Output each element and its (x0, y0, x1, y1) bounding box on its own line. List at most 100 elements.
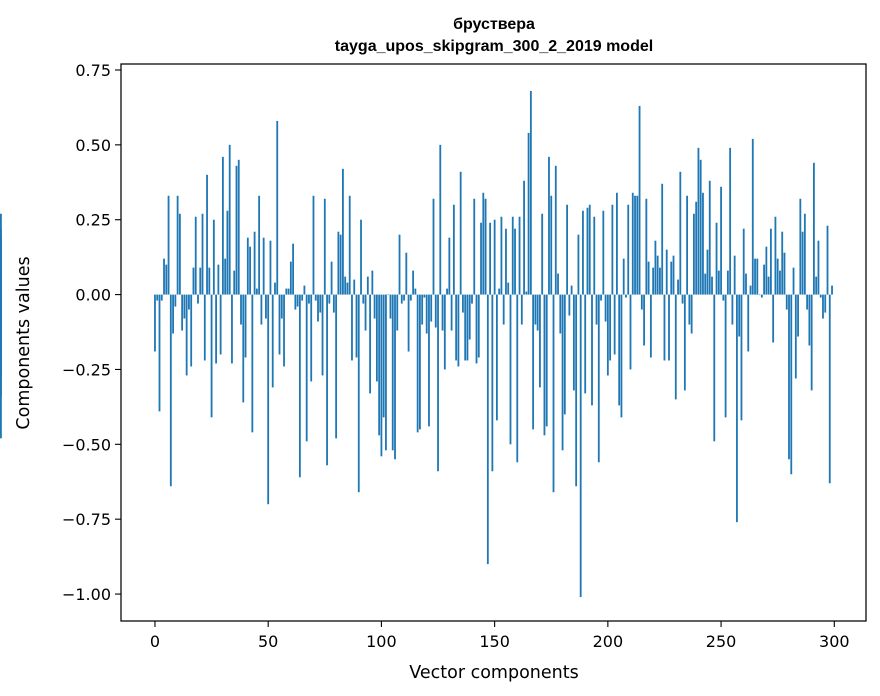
bar-component-196 (597, 294, 600, 463)
bar-component-271 (767, 276, 770, 295)
bar-component-26 (212, 219, 215, 295)
bar-component-77 (328, 294, 331, 304)
bar-component-126 (439, 144, 442, 295)
bar-component-287 (803, 213, 806, 295)
bar-component-107 (396, 294, 399, 331)
bar-component-198 (602, 210, 605, 295)
bar-component-283 (794, 294, 797, 379)
x-tick-label: 300 (819, 632, 850, 651)
bar-component-32 (226, 210, 229, 295)
bar-component-229 (672, 255, 675, 295)
bar-component-81 (337, 231, 340, 295)
bars-group (0, 90, 833, 598)
y-axis-label: Components values (14, 256, 34, 429)
bar-component-36 (235, 165, 238, 295)
bar-component-70 (312, 195, 315, 295)
bar-component-114 (412, 270, 415, 295)
bar-component-199 (604, 294, 607, 322)
bar-component-213 (636, 195, 639, 295)
bar-component-290 (810, 294, 813, 391)
bar-component-184 (570, 285, 573, 295)
bar-component-264 (751, 138, 754, 295)
bar-component-197 (600, 294, 602, 301)
bar-component-276 (779, 270, 781, 295)
bar-component-123 (432, 198, 435, 295)
bar-component-204 (616, 192, 618, 295)
bar-component-116 (416, 294, 419, 433)
bar-component-121 (428, 294, 430, 427)
bar-component-172 (543, 294, 546, 436)
bar-component-153 (500, 216, 503, 295)
bar-component-undefined (0, 294, 2, 439)
bar-component-190 (584, 294, 587, 394)
x-tick-label: 100 (366, 632, 397, 651)
bar-component-174 (548, 156, 550, 295)
y-tick-label: −0.25 (62, 360, 111, 379)
bar-component-149 (491, 294, 494, 472)
bar-component-294 (819, 294, 822, 298)
bar-component-115 (414, 288, 417, 295)
bar-component-22 (203, 294, 206, 361)
bar-component-134 (457, 294, 460, 367)
bar-component-238 (693, 213, 695, 295)
bar-component-285 (799, 198, 802, 295)
x-tick-label: 200 (593, 632, 624, 651)
bar-component-92 (362, 294, 365, 304)
bar-component-144 (480, 222, 482, 295)
bar-component-125 (437, 294, 439, 472)
bar-component-161 (518, 216, 521, 295)
bar-component-112 (407, 294, 410, 352)
bar-component-80 (335, 294, 338, 439)
bar-component-241 (699, 159, 702, 295)
bar-component-293 (817, 240, 820, 295)
bar-component-98 (375, 294, 378, 382)
bar-component-34 (231, 294, 233, 364)
bar-component-119 (423, 294, 426, 298)
bar-component-41 (246, 237, 249, 295)
bar-component-69 (310, 294, 313, 382)
bar-component-118 (421, 294, 424, 325)
bar-component-135 (459, 171, 462, 295)
bar-component-106 (394, 294, 396, 460)
bar-component-180 (561, 294, 564, 451)
bar-component-220 (652, 267, 655, 295)
bar-component-277 (781, 231, 784, 295)
bar-component-133 (455, 294, 458, 361)
bar-component-129 (446, 288, 448, 295)
bar-component-35 (233, 270, 236, 295)
bar-component-256 (733, 255, 736, 295)
bar-component-260 (742, 228, 745, 295)
bar-component-263 (749, 285, 752, 295)
x-tick-label: 150 (479, 632, 510, 651)
bar-component-138 (466, 294, 469, 361)
bar-component-230 (674, 294, 677, 400)
bar-component-259 (740, 294, 743, 421)
bar-component-275 (776, 258, 779, 295)
bar-component-89 (355, 294, 358, 358)
bar-component-176 (552, 294, 555, 493)
bar-component-188 (579, 294, 582, 598)
bar-component-226 (665, 249, 668, 295)
bar-component-272 (769, 228, 772, 295)
bar-component-19 (197, 294, 199, 304)
bar-component-217 (645, 198, 648, 295)
bar-component-97 (373, 294, 376, 319)
bar-component-13 (183, 294, 186, 319)
bar-component-299 (831, 285, 833, 295)
bar-component-211 (631, 192, 634, 295)
bar-component-280 (788, 294, 790, 460)
bar-component-undefined (0, 213, 2, 295)
bar-component-194 (593, 216, 596, 295)
bar-component-100 (380, 294, 383, 457)
bar-component-223 (659, 267, 661, 295)
bar-component-33 (228, 144, 231, 295)
bar-component-249 (717, 270, 720, 295)
bar-component-85 (346, 282, 349, 295)
bar-component-240 (697, 147, 700, 295)
bar-component-74 (321, 294, 324, 376)
bar-component-253 (726, 270, 729, 295)
bar-component-66 (303, 285, 306, 295)
plot-frame (120, 63, 867, 622)
bar-component-168 (534, 294, 537, 325)
bar-component-111 (405, 252, 408, 295)
